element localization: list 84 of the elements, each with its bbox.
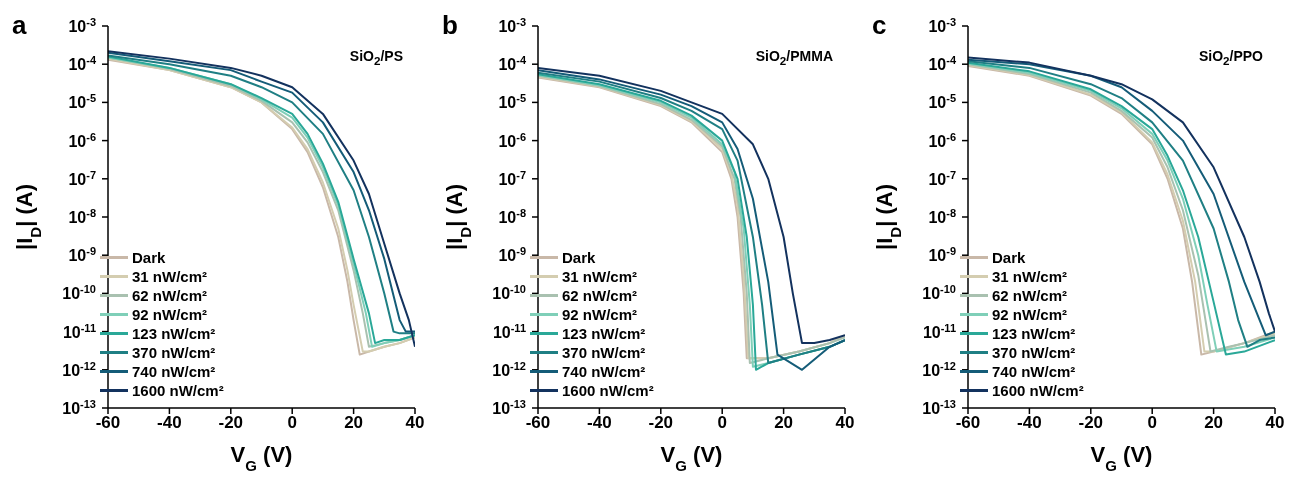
y-tick-label: 10$^{-7}$ xyxy=(68,168,96,188)
legend-label: 31 nW/cm² xyxy=(992,267,1068,286)
x-tick-label: -20 xyxy=(1078,413,1104,433)
x-tick-label: 20 xyxy=(344,413,364,433)
legend-label: 123 nW/cm² xyxy=(132,324,216,343)
y-tick-label: 10$^{-6}$ xyxy=(68,130,96,150)
y-tick-label: 10$^{-12}$ xyxy=(922,359,956,379)
y-tick-label: 10$^{-4}$ xyxy=(68,54,97,74)
chart-title: c xyxy=(872,10,887,41)
y-tick-label: 10$^{-4}$ xyxy=(928,54,957,74)
x-tick-label: 40 xyxy=(1265,413,1285,433)
x-tick-label: 40 xyxy=(835,413,855,433)
x-tick-label: -40 xyxy=(1017,413,1042,433)
y-tick-label: 10$^{-3}$ xyxy=(928,16,956,35)
x-tick-label: 0 xyxy=(1147,413,1157,433)
legend-label: 370 nW/cm² xyxy=(562,343,646,362)
legend-label: 740 nW/cm² xyxy=(132,362,216,381)
y-tick-label: 10$^{-10}$ xyxy=(62,283,96,303)
legend-label: 62 nW/cm² xyxy=(132,286,208,305)
legend-label: 92 nW/cm² xyxy=(562,305,638,324)
y-tick-label: 10$^{-13}$ xyxy=(62,398,96,417)
annotation: SiO$_{2}$/PMMA xyxy=(755,48,833,67)
legend-label: 62 nW/cm² xyxy=(992,286,1068,305)
y-tick-label: 10$^{-6}$ xyxy=(498,130,526,150)
y-tick-label: 10$^{-9}$ xyxy=(498,245,526,265)
x-tick-label: 0 xyxy=(717,413,727,433)
legend-label: 740 nW/cm² xyxy=(562,362,646,381)
x-tick-label: 0 xyxy=(287,413,297,433)
legend-label: Dark xyxy=(132,248,166,267)
legend-label: 370 nW/cm² xyxy=(132,343,216,362)
legend-label: 62 nW/cm² xyxy=(562,286,638,305)
y-tick-label: 10$^{-5}$ xyxy=(68,92,96,112)
y-tick-label: 10$^{-8}$ xyxy=(68,207,96,226)
y-tick-label: 10$^{-11}$ xyxy=(922,321,956,341)
y-tick-label: 10$^{-6}$ xyxy=(928,130,956,150)
legend-label: 31 nW/cm² xyxy=(562,267,638,286)
legend-label: 123 nW/cm² xyxy=(562,324,646,343)
legend-label: 740 nW/cm² xyxy=(992,362,1076,381)
y-tick-label: 10$^{-12}$ xyxy=(492,359,526,379)
x-axis-title: V$_{G}$ (V) xyxy=(660,442,723,474)
y-tick-label: 10$^{-9}$ xyxy=(68,245,96,265)
y-tick-label: 10$^{-5}$ xyxy=(498,92,526,112)
legend-label: 92 nW/cm² xyxy=(992,305,1068,324)
x-tick-label: 20 xyxy=(1204,413,1224,433)
x-tick-label: -20 xyxy=(218,413,244,433)
legend-label: Dark xyxy=(992,248,1026,267)
y-tick-label: 10$^{-11}$ xyxy=(62,321,96,341)
y-tick-label: 10$^{-4}$ xyxy=(498,54,527,74)
x-tick-label: -60 xyxy=(95,413,121,433)
y-tick-label: 10$^{-13}$ xyxy=(922,398,956,417)
annotation: SiO$_{2}$/PS xyxy=(349,48,403,67)
x-tick-label: 40 xyxy=(405,413,425,433)
x-tick-label: 20 xyxy=(774,413,794,433)
chart-title: a xyxy=(12,10,27,41)
y-tick-label: 10$^{-8}$ xyxy=(498,207,526,226)
y-tick-label: 10$^{-8}$ xyxy=(928,207,956,226)
legend-label: 123 nW/cm² xyxy=(992,324,1076,343)
legend-label: 1600 nW/cm² xyxy=(992,381,1084,400)
y-tick-label: 10$^{-7}$ xyxy=(928,168,956,188)
y-tick-label: 10$^{-10}$ xyxy=(492,283,526,303)
y-tick-label: 10$^{-9}$ xyxy=(928,245,956,265)
legend-label: Dark xyxy=(562,248,596,267)
y-tick-label: 10$^{-3}$ xyxy=(498,16,526,35)
x-axis-title: V$_{G}$ (V) xyxy=(230,442,293,474)
y-tick-label: 10$^{-7}$ xyxy=(498,168,526,188)
legend-label: 92 nW/cm² xyxy=(132,305,208,324)
legend-label: 370 nW/cm² xyxy=(992,343,1076,362)
y-tick-label: 10$^{-12}$ xyxy=(62,359,96,379)
legend-label: 31 nW/cm² xyxy=(132,267,208,286)
y-tick-label: 10$^{-11}$ xyxy=(492,321,526,341)
x-tick-label: -40 xyxy=(157,413,182,433)
x-tick-label: -20 xyxy=(648,413,674,433)
x-tick-label: -40 xyxy=(587,413,612,433)
chart-title: b xyxy=(442,10,458,41)
y-tick-label: 10$^{-13}$ xyxy=(492,398,526,417)
x-tick-label: -60 xyxy=(955,413,981,433)
x-tick-label: -60 xyxy=(525,413,551,433)
legend-label: 1600 nW/cm² xyxy=(562,381,654,400)
y-tick-label: 10$^{-10}$ xyxy=(922,283,956,303)
y-tick-label: 10$^{-3}$ xyxy=(68,16,96,35)
annotation: SiO$_{2}$/PPO xyxy=(1198,48,1263,67)
y-tick-label: 10$^{-5}$ xyxy=(928,92,956,112)
legend-label: 1600 nW/cm² xyxy=(132,381,224,400)
x-axis-title: V$_{G}$ (V) xyxy=(1090,442,1153,474)
